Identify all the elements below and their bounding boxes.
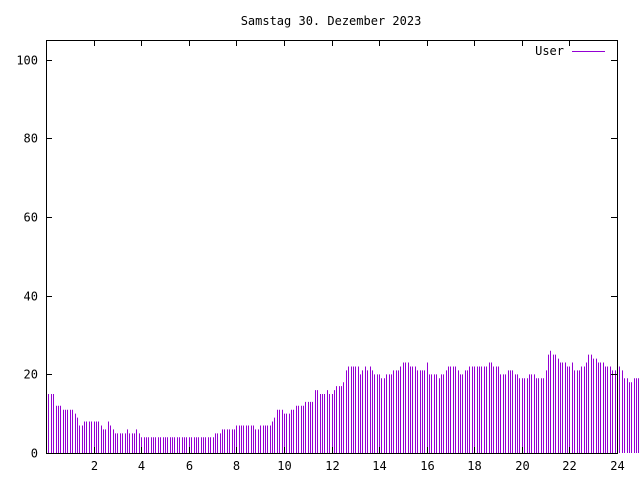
y-tick-label: 0 bbox=[31, 447, 38, 461]
x-tick-label: 20 bbox=[515, 459, 529, 473]
y-tick-label: 40 bbox=[24, 290, 38, 304]
y-tick-label: 80 bbox=[24, 132, 38, 146]
y-tick-label: 100 bbox=[16, 54, 38, 68]
y-tick-label: 20 bbox=[24, 368, 38, 382]
x-tick-label: 4 bbox=[138, 459, 145, 473]
x-tick-label: 22 bbox=[562, 459, 576, 473]
legend-label: User bbox=[535, 44, 564, 58]
x-tick-label: 14 bbox=[372, 459, 386, 473]
x-tick-label: 6 bbox=[186, 459, 193, 473]
bars-layer bbox=[46, 350, 639, 453]
x-tick-label: 2 bbox=[91, 459, 98, 473]
legend: User bbox=[535, 44, 605, 58]
x-tick-label: 10 bbox=[277, 459, 291, 473]
y-tick-label: 60 bbox=[24, 211, 38, 225]
x-tick-label: 24 bbox=[610, 459, 624, 473]
x-tick-label: 8 bbox=[233, 459, 240, 473]
chart-title: Samstag 30. Dezember 2023 bbox=[241, 14, 422, 28]
x-tick-label: 18 bbox=[467, 459, 481, 473]
x-tick-label: 16 bbox=[420, 459, 434, 473]
x-tick-label: 12 bbox=[325, 459, 339, 473]
